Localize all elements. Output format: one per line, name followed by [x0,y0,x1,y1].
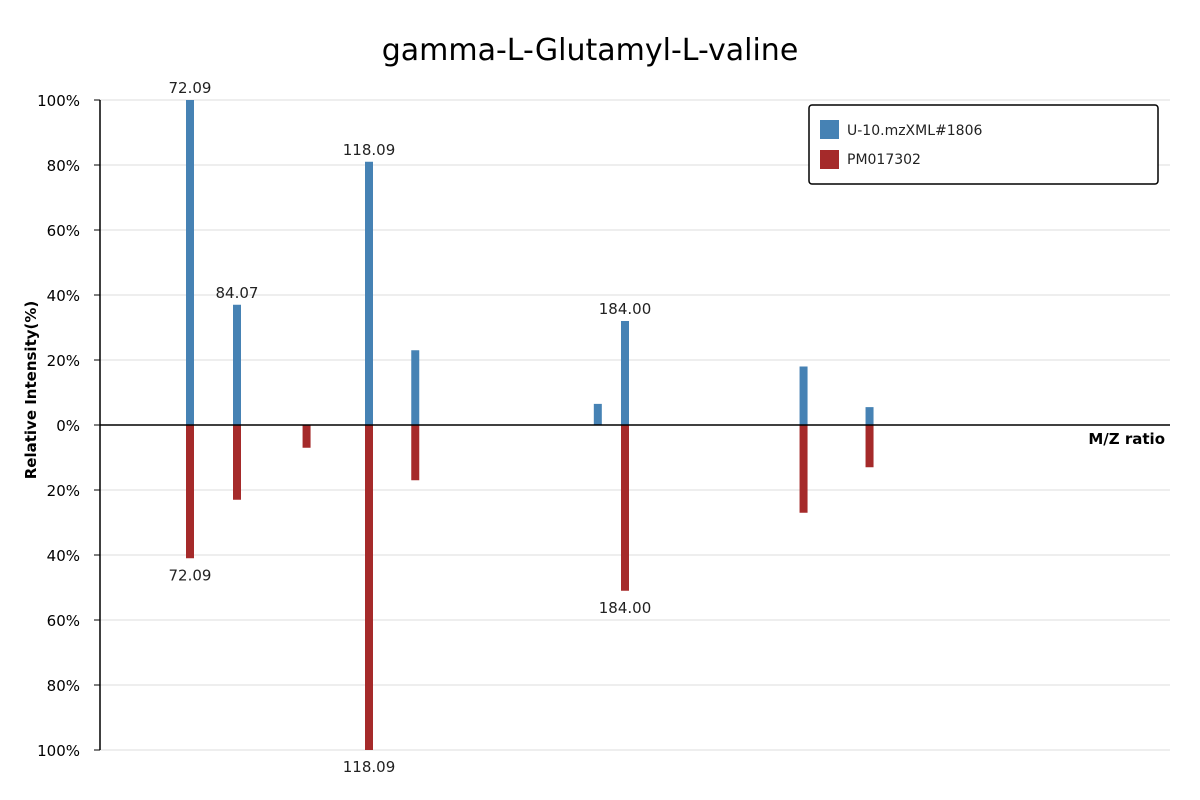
gridlines [100,99,1170,751]
y-tick-label: 40% [47,547,80,565]
peak-bar-series-2 [411,425,420,481]
peak-labels: 72.09 84.07 118.09 184.00 72.09 118.09 184.00 [169,79,652,776]
y-tick-label: 20% [47,352,80,370]
y-tick-label: 60% [47,222,80,240]
peak-bar-series-2 [865,425,874,468]
peak-bar-series-2 [365,425,373,750]
peak-bar-series-2 [621,425,629,591]
y-tick-label: 80% [47,677,80,695]
peak-label-series-1: 184.00 [599,300,652,318]
peak-bar-series-1 [186,100,194,425]
legend-box [808,104,1159,185]
legend-label-series-1: U-10.mzXML#1806 [847,123,982,139]
peak-bar-series-1 [865,407,874,425]
y-tick-label: 40% [47,287,80,305]
peak-label-series-1: 72.09 [169,79,212,97]
chart-title: gamma-L-Glutamyl-L-valine [382,33,799,68]
peak-bar-series-2 [233,425,241,500]
x-axis-title: M/Z ratio [1088,430,1165,448]
peak-label-series-2: 72.09 [169,566,212,584]
legend-label-series-2: PM017302 [847,152,921,168]
y-tick-label: 20% [47,482,80,500]
y-tick-label: 100% [37,92,80,110]
peak-bar-series-1 [411,350,420,425]
peak-bar-series-1 [365,161,373,425]
legend-swatch-series-1 [820,120,839,139]
y-tick-label: 0% [56,417,80,435]
peak-label-series-2: 184.00 [599,599,652,617]
peak-label-series-1: 118.09 [343,141,396,159]
legend-swatch-series-2 [820,150,839,169]
peak-bar-series-1 [621,321,629,425]
peak-bar-series-2 [186,425,194,559]
peak-bar-series-1 [799,366,808,425]
peak-label-series-2: 118.09 [343,758,396,776]
peak-bar-series-1 [233,304,241,425]
peak-label-series-1: 84.07 [216,284,259,302]
peak-bar-series-1 [593,403,602,425]
peaks [186,100,874,750]
peak-bar-series-2 [302,425,311,448]
peak-bar-series-2 [799,425,808,513]
y-tick-label: 100% [37,742,80,760]
legend: U-10.mzXML#1806 PM017302 [808,104,1159,185]
y-tick-label: 80% [47,157,80,175]
y-axis-title: Relative Intensity(%) [22,301,40,480]
y-axis-ticks: 100% 80% 60% 40% 20% 0% 20% 40% 60% 80% 100% [37,92,100,760]
y-tick-label: 60% [47,612,80,630]
